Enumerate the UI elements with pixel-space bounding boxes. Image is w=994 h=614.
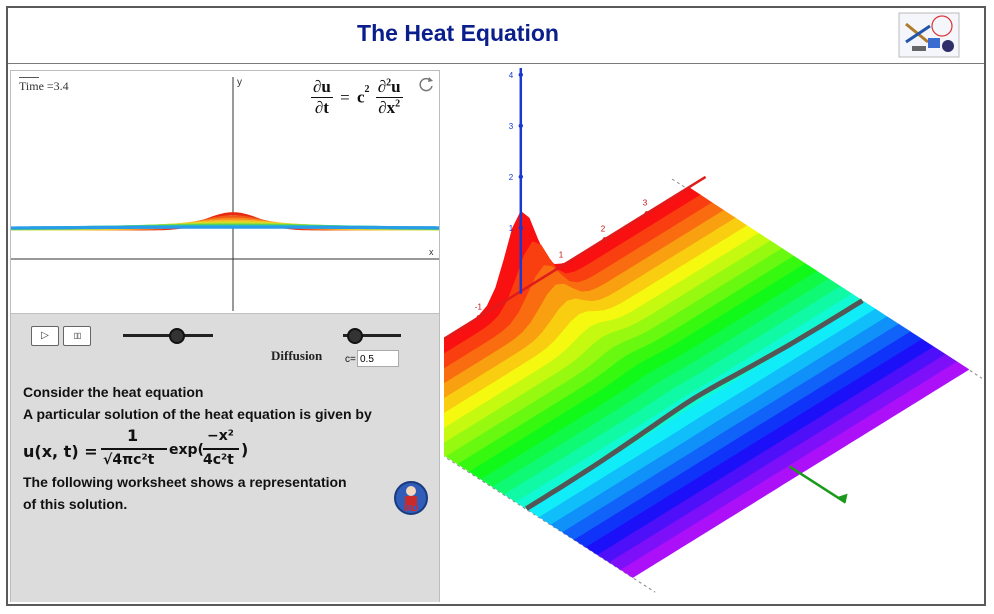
z-axis-tick-label: 4 bbox=[509, 71, 514, 80]
x-axis-tick bbox=[602, 237, 607, 242]
eq-equals: = bbox=[340, 87, 350, 107]
z-axis-tick bbox=[518, 174, 523, 179]
z-axis-tick-label: 1 bbox=[509, 224, 514, 233]
eq-coef: c bbox=[356, 87, 365, 107]
svg-text:MD: MD bbox=[404, 503, 418, 513]
z-axis-tick bbox=[518, 72, 523, 77]
time-label: Time =3.4 bbox=[19, 79, 69, 93]
eq-frac-left: ∂u ∂t bbox=[311, 77, 333, 118]
z-axis-tick bbox=[518, 225, 523, 230]
header: The Heat Equation bbox=[8, 8, 984, 64]
formula-frac-bar bbox=[101, 448, 167, 450]
md-logo: MD bbox=[394, 481, 428, 515]
controls-panel: ▷ ▯▯ Diffusion c= 0.5 Consider the heat … bbox=[11, 313, 439, 602]
intro-line-4: of this solution. bbox=[23, 496, 128, 512]
eq-rhs-var: u bbox=[391, 77, 401, 96]
eq-rhs-den: ∂x2 bbox=[376, 98, 403, 119]
formula-exp-bar bbox=[203, 448, 239, 450]
formula-exp-num: −x² bbox=[207, 428, 234, 444]
formula-frac-num: 1 bbox=[127, 426, 139, 445]
eq-coef-exp: 2 bbox=[364, 84, 370, 95]
eq-rhs-partial: ∂ bbox=[377, 77, 387, 96]
y-axis-arrow bbox=[838, 493, 848, 503]
eq-lhs-num: ∂u bbox=[311, 77, 333, 98]
eq-rhs-num: ∂2u bbox=[375, 77, 403, 98]
time-slider-knob[interactable] bbox=[169, 328, 185, 344]
formula-exp-den: 4c²t bbox=[203, 452, 234, 468]
pause-button[interactable]: ▯▯ bbox=[63, 326, 91, 346]
formula-exp: exp( bbox=[169, 442, 204, 458]
z-axis-tick bbox=[518, 123, 523, 128]
y-axis-3d bbox=[788, 465, 847, 504]
x-axis-tick-label: 1 bbox=[559, 250, 564, 259]
y-axis-label: y bbox=[237, 77, 242, 88]
z-axis-tick-label: 3 bbox=[509, 122, 514, 131]
play-icon: ▷ bbox=[41, 330, 49, 341]
x-axis-tick bbox=[560, 263, 565, 268]
z-axis-tick-label: 2 bbox=[509, 173, 514, 182]
heat-curve bbox=[11, 225, 439, 230]
teacher-tools-logo bbox=[898, 12, 960, 58]
x-axis-tick-label: 2 bbox=[601, 224, 606, 233]
intro-line-2: A particular solution of the heat equati… bbox=[23, 406, 372, 422]
play-button[interactable]: ▷ bbox=[31, 326, 59, 346]
x-axis-tick bbox=[476, 315, 481, 320]
formula-lhs: u(x, t) = bbox=[23, 442, 98, 461]
c-label: c= bbox=[345, 354, 356, 365]
intro-line-1: Consider the heat equation bbox=[23, 384, 204, 400]
heat-equation-formula: ∂u ∂t = c2 ∂2u ∂x2 bbox=[311, 77, 403, 118]
formula-close: ) bbox=[241, 440, 249, 459]
diffusion-label: Diffusion bbox=[271, 348, 323, 363]
formula-frac-den: √4πc²t bbox=[103, 452, 155, 468]
x-axis-tick-label: 3 bbox=[643, 198, 648, 207]
x-axis-tick bbox=[644, 211, 649, 216]
c-input[interactable]: 0.5 bbox=[357, 350, 399, 367]
intro-line-3: The following worksheet shows a represen… bbox=[23, 474, 347, 490]
time-curve bbox=[525, 298, 864, 511]
diffusion-slider-knob[interactable] bbox=[346, 328, 363, 344]
page-title: The Heat Equation bbox=[357, 20, 559, 46]
eq-frac-right: ∂2u ∂x2 bbox=[375, 77, 403, 119]
diffusion-slider-track[interactable] bbox=[343, 334, 401, 337]
pause-icon: ▯▯ bbox=[73, 331, 82, 340]
x-axis-label: x bbox=[429, 247, 434, 257]
eq-lhs-den: ∂t bbox=[314, 98, 329, 117]
eq-rhs-partial-exp: 2 bbox=[386, 77, 392, 89]
time-label-line bbox=[19, 77, 39, 78]
eq-rhs-dx: ∂x bbox=[378, 98, 396, 117]
refresh-icon[interactable] bbox=[417, 75, 435, 93]
time-slider-track[interactable] bbox=[123, 334, 213, 337]
eq-rhs-dx-exp: 2 bbox=[395, 98, 401, 110]
x-axis-tick-label: -1 bbox=[475, 302, 483, 311]
plot-2d-svg: yx bbox=[10, 77, 439, 311]
solution-formula: u(x, t) = 1 √4πc²t exp( −x² 4c²t ) bbox=[23, 426, 323, 476]
